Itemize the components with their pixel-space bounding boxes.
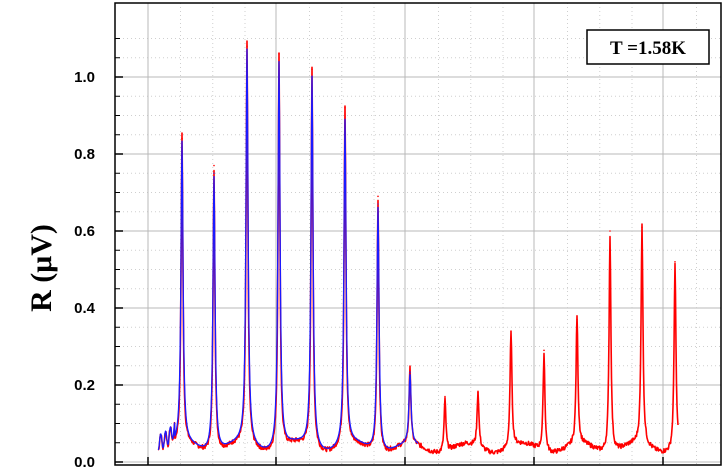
red-peak-point (674, 261, 676, 263)
chart-curves (157, 40, 679, 455)
red-peak-point (213, 164, 215, 167)
blue-peak-point (409, 376, 411, 378)
red-peak-point (246, 45, 248, 47)
blue-peak-point (311, 76, 313, 78)
y-tick-label: 0.4 (74, 300, 96, 317)
y-axis-ticks: 0.0 0.2 0.4 0.6 0.8 1.0 (74, 38, 664, 471)
temperature-box: T =1.58K (586, 29, 710, 65)
red-peak-point (181, 137, 183, 140)
red-peak-point (377, 195, 379, 198)
red-peak-point (543, 349, 545, 352)
y-tick-label: 0.8 (74, 146, 95, 163)
grid-lines (115, 3, 721, 465)
plot-frame (114, 2, 722, 466)
red-peak-point (444, 395, 446, 398)
y-axis-label: R (μV) (25, 224, 58, 312)
blue-series-line (157, 48, 419, 451)
red-peak-point (311, 68, 313, 71)
y-tick-label: 0.6 (74, 223, 95, 240)
blue-peak-point (344, 122, 346, 124)
temperature-box-frame (586, 29, 710, 65)
blue-peak-point (246, 53, 248, 55)
blue-peak-point (181, 145, 183, 147)
y-tick-label: 1.0 (74, 69, 95, 86)
red-peak-point (344, 107, 346, 109)
red-peak-point (576, 318, 578, 321)
y-tick-label: 0.2 (74, 377, 95, 394)
blue-peak-point (213, 172, 215, 174)
red-peak-point (609, 230, 611, 232)
red-peak-point (477, 391, 479, 394)
blue-peak-point (377, 203, 379, 205)
red-peak-point (278, 53, 280, 55)
red-peak-point (409, 372, 411, 375)
red-peak-point (510, 330, 512, 332)
red-peak-point (641, 226, 643, 228)
blue-peak-point (278, 61, 280, 63)
y-tick-label: 0.0 (74, 454, 95, 471)
temperature-label: T =1.58K (610, 38, 686, 59)
